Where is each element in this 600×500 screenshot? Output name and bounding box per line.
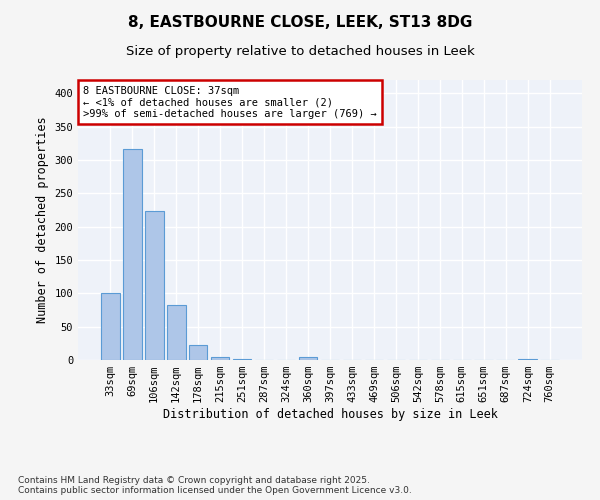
Bar bbox=[167, 306, 185, 360]
Text: 8 EASTBOURNE CLOSE: 37sqm
← <1% of detached houses are smaller (2)
>99% of semi-: 8 EASTBOURNE CLOSE: 37sqm ← <1% of detac… bbox=[83, 86, 377, 119]
Bar bbox=[145, 210, 164, 360]
Bar bbox=[211, 356, 229, 360]
Text: Contains HM Land Registry data © Crown copyright and database right 2025.
Contai: Contains HM Land Registry data © Crown c… bbox=[18, 476, 412, 495]
Bar bbox=[518, 358, 537, 360]
Y-axis label: Number of detached properties: Number of detached properties bbox=[36, 116, 49, 324]
Text: 8, EASTBOURNE CLOSE, LEEK, ST13 8DG: 8, EASTBOURNE CLOSE, LEEK, ST13 8DG bbox=[128, 15, 472, 30]
Bar bbox=[233, 358, 251, 360]
X-axis label: Distribution of detached houses by size in Leek: Distribution of detached houses by size … bbox=[163, 408, 497, 421]
Text: Size of property relative to detached houses in Leek: Size of property relative to detached ho… bbox=[125, 45, 475, 58]
Bar bbox=[101, 292, 119, 360]
Bar bbox=[189, 346, 208, 360]
Bar bbox=[299, 358, 317, 360]
Bar bbox=[123, 150, 142, 360]
